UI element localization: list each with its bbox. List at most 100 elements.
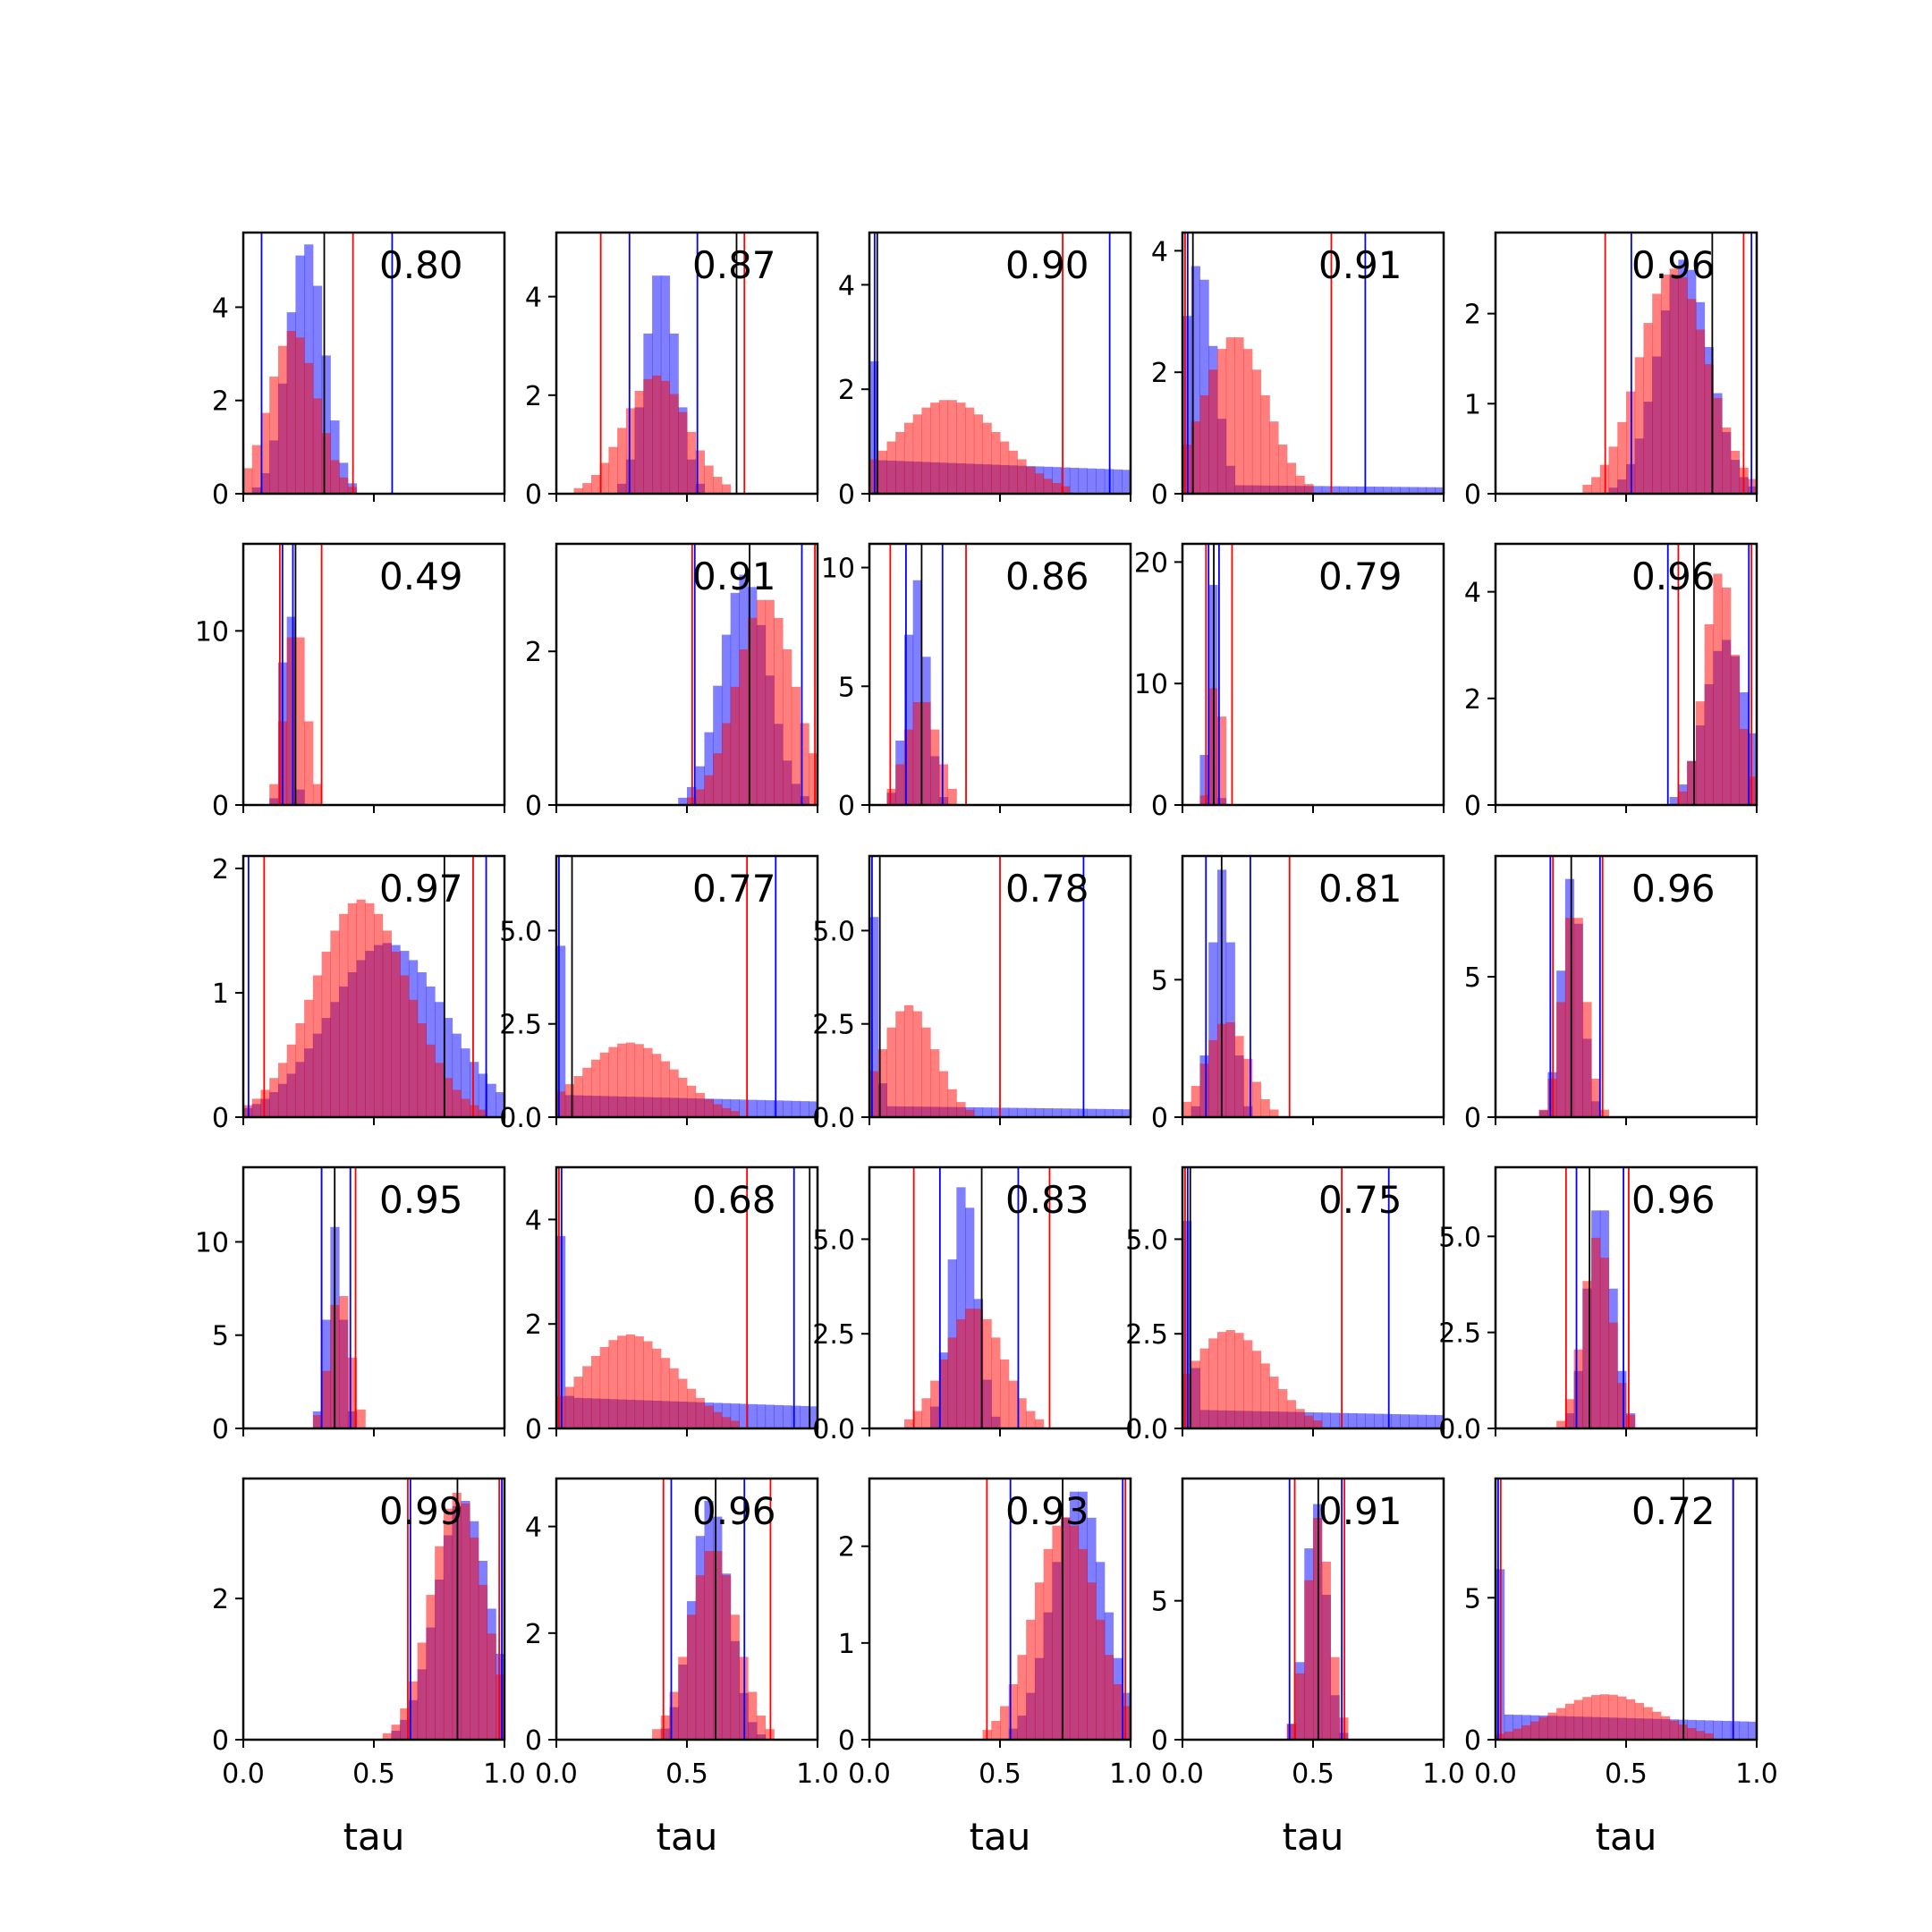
blue-histogram-bar <box>791 1405 801 1428</box>
blue-histogram-bar <box>912 580 922 805</box>
y-tick-label: 5 <box>1151 965 1168 996</box>
red-histogram-bar <box>295 337 305 494</box>
x-tick-label: 1.0 <box>1735 1758 1778 1790</box>
red-histogram-bar <box>687 1085 697 1117</box>
red-histogram-bar <box>1330 1657 1340 1740</box>
red-histogram-bar <box>930 729 940 805</box>
red-histogram-bar <box>1216 1332 1227 1428</box>
red-histogram <box>1556 1237 1636 1428</box>
red-histogram-bar <box>608 446 618 494</box>
red-histogram-bar <box>1556 1707 1566 1740</box>
red-histogram-bar <box>1599 1694 1610 1740</box>
histogram-panel-5-3: 0 1 2 0.0 0.5 1.0 tau 0.93 <box>838 1477 1152 1859</box>
blue-histogram-bar <box>1365 487 1375 494</box>
blue-histogram-bar <box>695 766 705 805</box>
blue-histogram-bar <box>478 1073 488 1117</box>
y-tick-label: 10 <box>195 1227 229 1258</box>
blue-histogram-bar <box>982 1107 992 1117</box>
red-histogram-bar <box>1564 1703 1575 1740</box>
red-histogram-bar <box>739 648 749 805</box>
y-tick-label: 2 <box>838 1532 855 1563</box>
red-histogram-bar <box>573 1076 583 1117</box>
histogram-panel-4-1: 0 5 10 0.95 <box>195 1165 506 1445</box>
blue-histogram-bar <box>991 1107 1001 1117</box>
red-histogram-bar <box>408 999 419 1117</box>
red-histogram-bar <box>1687 761 1697 805</box>
red-histogram-bar <box>1260 1363 1270 1428</box>
blue-histogram-bar <box>1052 467 1062 494</box>
red-histogram-bar <box>687 431 697 494</box>
red-histogram-bar <box>1191 1360 1200 1428</box>
x-tick-label: 0.0 <box>1161 1758 1204 1790</box>
red-histogram-bar <box>599 1346 609 1428</box>
blue-histogram-bar <box>730 1403 740 1428</box>
histogram-panel-3-2: 0.0 2.5 5.0 0.77 <box>499 854 819 1134</box>
axes-frame <box>242 1165 506 1430</box>
red-histogram-bar <box>1017 459 1027 494</box>
blue-histogram-bar <box>1409 1414 1419 1428</box>
panel-value-label: 0.91 <box>1318 1489 1402 1533</box>
red-histogram-bar <box>921 407 931 494</box>
red-histogram-bar <box>1278 445 1288 494</box>
red-histogram-bar <box>1078 1548 1088 1740</box>
red-histogram-bar <box>730 686 740 805</box>
red-histogram-bar <box>1730 451 1741 494</box>
axes-frame <box>1494 854 1758 1119</box>
histogram-panel-2-5: 0 2 4 0.96 <box>1464 542 1758 822</box>
red-histogram <box>903 1309 1045 1428</box>
x-tick-label: 0.5 <box>1605 1758 1648 1790</box>
red-histogram-bar <box>800 723 809 805</box>
y-tick-label: 1 <box>212 979 229 1010</box>
panel-value-label: 0.77 <box>692 867 776 911</box>
histogram-panel-2-3: 0 5 10 0.86 <box>821 542 1132 822</box>
red-histogram-bar <box>956 402 966 494</box>
red-histogram-bar <box>286 637 296 805</box>
red-histogram-bar <box>599 1052 609 1117</box>
panel-value-label: 0.97 <box>379 867 463 911</box>
red-histogram-bar <box>478 1584 488 1740</box>
x-tick-label: 0.0 <box>535 1758 578 1790</box>
red-histogram-bar <box>1547 1712 1557 1740</box>
red-histogram-bar <box>286 1044 296 1117</box>
blue-histogram-bar <box>330 420 340 494</box>
red-histogram-bar <box>634 1336 644 1428</box>
red-histogram-bar <box>1295 1673 1305 1740</box>
panel-value-label: 0.91 <box>692 555 776 598</box>
red-histogram-bar <box>304 999 314 1117</box>
blue-histogram-bar <box>443 1018 453 1117</box>
panel-value-label: 0.96 <box>1631 867 1716 911</box>
red-histogram-bar <box>269 784 279 805</box>
red-histogram-bar <box>1208 1338 1218 1428</box>
y-tick-label: 0.0 <box>499 1103 542 1134</box>
red-histogram-bar <box>695 1092 705 1117</box>
blue-histogram-bar <box>1504 1714 1513 1740</box>
red-histogram-bar <box>1564 918 1575 1117</box>
red-histogram-bar <box>1591 1695 1601 1740</box>
red-histogram-bar <box>1113 1683 1123 1740</box>
y-tick-label: 0 <box>1464 1725 1481 1757</box>
red-histogram <box>1182 1329 1323 1428</box>
y-tick-label: 2 <box>525 1619 542 1650</box>
red-histogram-bar <box>251 445 261 494</box>
red-histogram <box>556 1334 740 1428</box>
blue-histogram-bar <box>678 797 688 805</box>
blue-histogram-bar <box>1339 486 1349 494</box>
blue-histogram-bar <box>704 732 714 805</box>
blue-histogram-bar <box>1034 1107 1045 1117</box>
red-histogram-bar <box>756 599 767 805</box>
red-histogram <box>1182 337 1314 494</box>
red-histogram-bar <box>1530 1721 1540 1740</box>
red-histogram-bar <box>809 753 818 805</box>
blue-histogram-bar <box>1417 487 1428 494</box>
histogram-panel-4-3: 0.0 2.5 5.0 0.83 <box>812 1165 1132 1445</box>
blue-histogram-bar <box>721 634 732 805</box>
red-histogram-bar <box>1321 1562 1331 1740</box>
red-histogram-bar <box>573 487 583 494</box>
red-histogram-bar <box>1269 1109 1279 1117</box>
red-histogram-bar <box>269 1078 279 1117</box>
red-histogram-bar <box>1243 1340 1253 1428</box>
panel-value-label: 0.78 <box>1005 867 1089 911</box>
blue-histogram-bar <box>869 917 879 1117</box>
red-histogram-bar <box>982 1318 992 1428</box>
red-histogram-bar <box>1104 1655 1114 1740</box>
